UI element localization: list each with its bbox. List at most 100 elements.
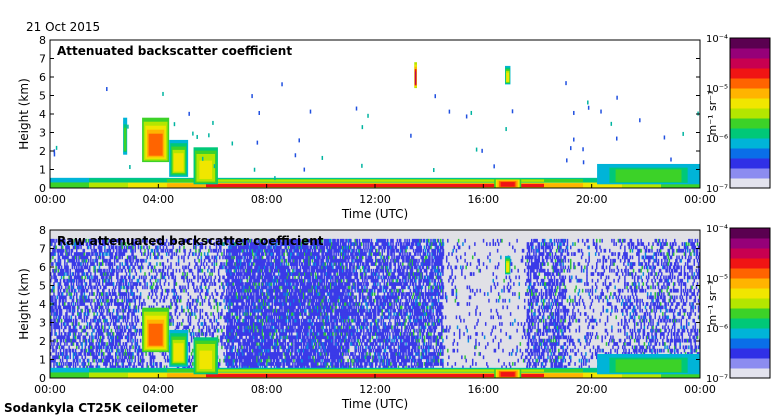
noise-cell xyxy=(117,332,119,336)
noise-cell xyxy=(80,275,82,280)
noise-cell xyxy=(216,252,219,256)
noise-cell xyxy=(64,332,66,336)
noise-cell xyxy=(296,332,298,336)
noise-cell xyxy=(168,265,170,270)
noise-cell xyxy=(124,352,127,356)
noise-cell xyxy=(235,335,238,340)
noise-cell xyxy=(283,252,285,256)
noise-cell xyxy=(161,248,164,253)
noise-cell xyxy=(189,332,192,336)
noise-cell xyxy=(255,335,257,340)
noise-cell xyxy=(149,285,152,290)
noise-cell xyxy=(270,258,272,263)
noise-cell xyxy=(263,365,266,370)
noise-cell xyxy=(199,315,201,320)
noise-cell xyxy=(118,332,120,336)
noise-cell xyxy=(249,358,252,363)
noise-cell xyxy=(139,362,142,366)
noise-cell xyxy=(197,322,199,326)
noise-cell xyxy=(120,252,122,256)
speckle xyxy=(127,124,129,129)
noise-cell xyxy=(123,252,126,256)
noise-cell xyxy=(268,288,270,293)
noise-cell xyxy=(244,325,246,330)
noise-cell xyxy=(294,298,296,303)
noise-cell xyxy=(285,262,288,266)
noise-cell xyxy=(258,342,261,346)
noise-cell xyxy=(247,365,250,370)
noise-cell xyxy=(95,252,97,256)
noise-cell xyxy=(172,322,174,326)
noise-cell xyxy=(279,295,281,300)
noise-cell xyxy=(265,315,267,320)
noise-cell xyxy=(131,312,133,316)
noise-cell xyxy=(182,308,184,313)
noise-cell xyxy=(266,275,268,280)
noise-cell xyxy=(297,252,300,256)
noise-cell xyxy=(280,315,282,320)
noise-cell xyxy=(294,285,296,290)
noise-cell xyxy=(293,255,295,260)
noise-cell xyxy=(250,365,253,370)
noise-cell xyxy=(162,268,165,273)
noise-cell xyxy=(278,322,280,326)
noise-cell xyxy=(212,248,214,253)
noise-cell xyxy=(253,335,255,340)
noise-cell xyxy=(237,305,240,310)
noise-cell xyxy=(105,362,107,366)
noise-cell xyxy=(288,278,291,283)
noise-cell xyxy=(74,242,77,246)
noise-cell xyxy=(287,335,290,340)
noise-cell xyxy=(229,302,231,306)
noise-cell xyxy=(267,345,269,350)
noise-cell xyxy=(117,278,119,283)
noise-cell xyxy=(248,355,251,360)
noise-cell xyxy=(117,275,119,280)
noise-cell xyxy=(86,245,89,250)
noise-cell xyxy=(285,298,288,303)
noise-cell xyxy=(207,315,209,320)
noise-cell xyxy=(270,298,272,303)
noise-cell xyxy=(187,365,190,370)
noise-cell xyxy=(130,298,132,303)
noise-cell xyxy=(237,265,240,270)
noise-cell xyxy=(229,298,231,303)
noise-cell xyxy=(176,325,179,330)
noise-cell xyxy=(129,322,131,326)
noise-cell xyxy=(255,248,257,253)
noise-cell xyxy=(246,355,249,360)
noise-cell xyxy=(113,292,116,296)
noise-cell xyxy=(64,238,66,243)
noise-cell xyxy=(239,252,241,256)
noise-cell xyxy=(249,248,252,253)
noise-cell xyxy=(72,245,75,250)
noise-cell xyxy=(250,292,253,296)
noise-cell xyxy=(193,245,195,250)
noise-cell xyxy=(139,265,142,270)
noise-cell xyxy=(84,308,87,313)
noise-cell xyxy=(235,292,238,296)
noise-cell xyxy=(100,345,103,350)
noise-cell xyxy=(285,242,288,246)
noise-cell xyxy=(92,308,94,313)
noise-cell xyxy=(243,325,245,330)
noise-cell xyxy=(71,322,74,326)
noise-cell xyxy=(227,345,229,350)
noise-cell xyxy=(232,342,235,346)
noise-cell xyxy=(249,242,252,246)
noise-cell xyxy=(80,255,82,260)
noise-cell xyxy=(162,245,165,250)
noise-cell xyxy=(237,292,240,296)
noise-cell xyxy=(124,328,127,333)
noise-cell xyxy=(239,365,241,370)
noise-cell xyxy=(287,282,290,286)
noise-cell xyxy=(86,312,89,316)
noise-cell xyxy=(164,278,167,283)
noise-cell xyxy=(56,312,58,316)
noise-cell xyxy=(244,262,246,266)
noise-cell xyxy=(105,295,107,300)
noise-cell xyxy=(283,345,285,350)
noise-cell xyxy=(223,315,225,320)
noise-cell xyxy=(71,248,74,253)
noise-cell xyxy=(72,328,75,333)
